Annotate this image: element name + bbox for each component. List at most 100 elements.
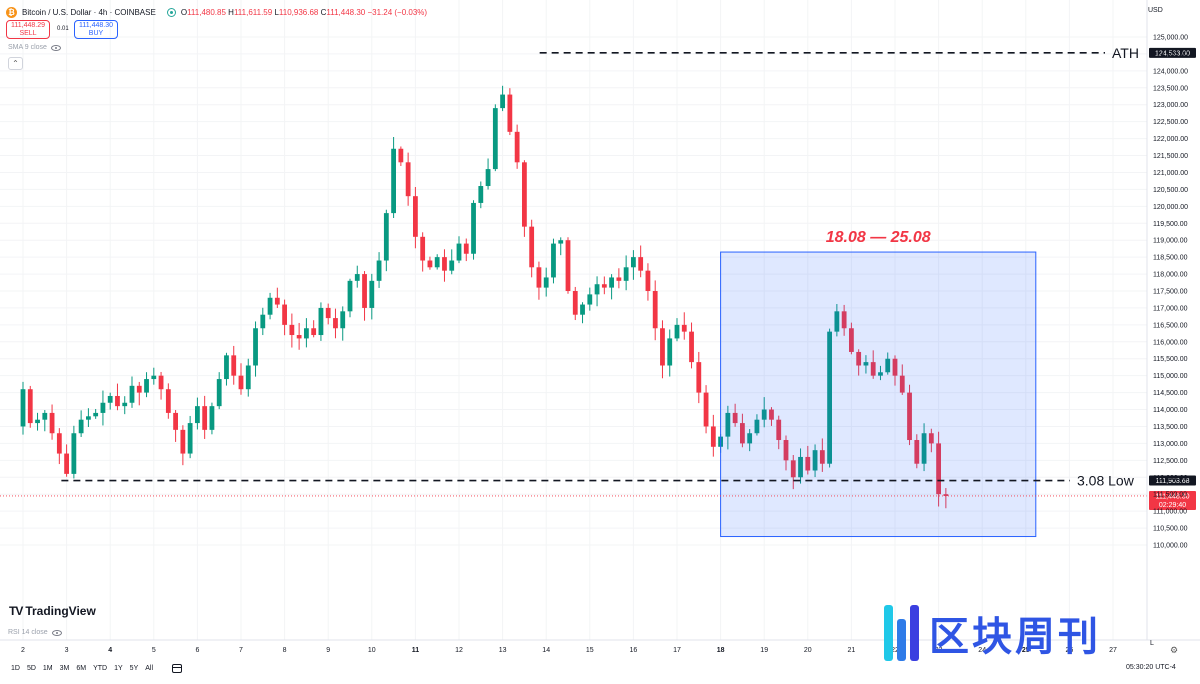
candle-body: [129, 385, 135, 403]
candle-body: [86, 416, 91, 420]
candle-body: [325, 307, 331, 319]
candle-body: [340, 311, 346, 329]
y-tick-label: 123,000.00: [1153, 102, 1188, 109]
currency-selector[interactable]: USD: [1148, 7, 1163, 14]
candle-body: [543, 277, 549, 288]
x-tick-label: 20: [804, 647, 812, 654]
candle-body: [565, 240, 571, 291]
candle-body: [318, 307, 324, 336]
candle-body: [158, 375, 164, 390]
x-tick-label: 18: [717, 647, 725, 654]
timeframe-5y[interactable]: 5Y: [129, 665, 139, 672]
candle-body: [304, 328, 309, 339]
candle-body: [151, 375, 157, 380]
candle-body: [660, 328, 665, 366]
candle-body: [652, 291, 658, 329]
x-tick-label: 25: [1022, 647, 1030, 654]
candle-body: [56, 433, 62, 454]
timeframe-3m[interactable]: 3M: [59, 665, 70, 672]
candle-body: [347, 280, 353, 312]
candle-body: [20, 389, 26, 427]
candle-body: [551, 243, 556, 278]
timeframe-all[interactable]: All: [145, 665, 154, 672]
y-tick-label: 119,000.00: [1153, 238, 1188, 245]
y-tick-label: 113,500.00: [1153, 424, 1188, 431]
x-tick-label: 16: [630, 647, 638, 654]
candle-body: [928, 433, 934, 444]
timeframe-ytd[interactable]: YTD: [93, 665, 108, 672]
candle-body: [449, 260, 455, 271]
candle-body: [282, 304, 287, 325]
ath-label: ATH: [1112, 45, 1139, 61]
support-price-tag-bg: [1149, 475, 1196, 486]
y-tick-label: 116,000.00: [1153, 339, 1188, 346]
y-tick-label: 112,000.00: [1153, 475, 1188, 482]
tradingview-wordmark: TradingView: [25, 604, 96, 618]
candle-body: [398, 148, 404, 163]
sma-indicator[interactable]: SMA 9 close: [8, 44, 61, 51]
buy-button[interactable]: 111,448.30 BUY: [74, 20, 118, 39]
symbol-name[interactable]: Bitcoin / U.S. Dollar · 4h · COINBASE: [22, 7, 156, 17]
x-tick-label: 6: [195, 647, 199, 654]
candle-body: [769, 409, 774, 420]
watermark-logo-icon: [884, 605, 919, 661]
last-price-tag-bg: [1149, 490, 1196, 510]
y-tick-label: 124,500.00: [1153, 51, 1188, 58]
ath-price-tag-bg: [1149, 47, 1196, 58]
candle-body: [376, 260, 382, 281]
candle-body: [369, 280, 375, 308]
y-tick-label: 110,000.00: [1153, 543, 1188, 550]
eye-icon[interactable]: [50, 44, 61, 51]
y-tick-label: 118,000.00: [1153, 272, 1188, 279]
candle-body: [391, 148, 396, 214]
candle-body: [681, 324, 687, 332]
y-tick-label: 119,500.00: [1153, 221, 1188, 228]
y-tick-label: 125,000.00: [1153, 35, 1188, 42]
bitcoin-icon: ₿: [6, 6, 17, 18]
y-tick-label: 118,500.00: [1153, 255, 1188, 262]
candle-body: [260, 314, 266, 329]
candle-body: [27, 389, 33, 424]
gear-icon[interactable]: ⚙: [1170, 645, 1179, 655]
y-tick-label: 115,500.00: [1153, 356, 1188, 363]
timeframe-bar: 1D 5D 1M 3M 6M YTD 1Y 5Y All: [11, 664, 183, 673]
eye-icon[interactable]: [51, 629, 62, 636]
candle-body: [885, 358, 891, 373]
rsi-indicator[interactable]: RSI 14 close: [8, 629, 62, 636]
candle-body: [907, 392, 912, 441]
tradingview-logo: TV TradingView: [9, 604, 96, 618]
candle-body: [623, 267, 629, 281]
y-tick-label: 120,500.00: [1153, 187, 1188, 194]
candle-body: [936, 443, 941, 495]
candle-body: [405, 162, 411, 197]
candle-body: [136, 385, 142, 393]
candle-body: [362, 274, 367, 308]
candle-body: [536, 267, 542, 288]
timeframe-1y[interactable]: 1Y: [114, 665, 123, 672]
timeframe-5d[interactable]: 5D: [26, 665, 36, 672]
candle-body: [507, 94, 513, 132]
calendar-icon[interactable]: [172, 664, 183, 673]
candle-body: [587, 294, 593, 305]
x-tick-label: 26: [1066, 647, 1074, 654]
candle-body: [892, 358, 898, 376]
x-tick-label: 23: [935, 647, 943, 654]
collapse-legend-button[interactable]: ⌃: [8, 57, 23, 70]
log-scale-toggle[interactable]: L: [1150, 640, 1154, 647]
candle-body: [267, 297, 273, 315]
timeframe-1m[interactable]: 1M: [42, 665, 53, 672]
sell-button[interactable]: 111,448.29 SELL: [6, 20, 50, 39]
y-tick-label: 120,000.00: [1153, 204, 1188, 211]
y-tick-label: 111,000.00: [1153, 509, 1187, 516]
candle-body: [812, 450, 818, 471]
candle-body: [943, 494, 949, 496]
candle-body: [674, 324, 680, 339]
timeframe-1d[interactable]: 1D: [11, 665, 20, 672]
candle-body: [798, 456, 803, 478]
candle-body: [921, 433, 927, 464]
y-tick-label: 121,000.00: [1153, 170, 1188, 177]
timeframe-6m[interactable]: 6M: [76, 665, 87, 672]
last-price-tag: 111,448.30: [1156, 493, 1190, 500]
candle-body: [492, 108, 498, 170]
